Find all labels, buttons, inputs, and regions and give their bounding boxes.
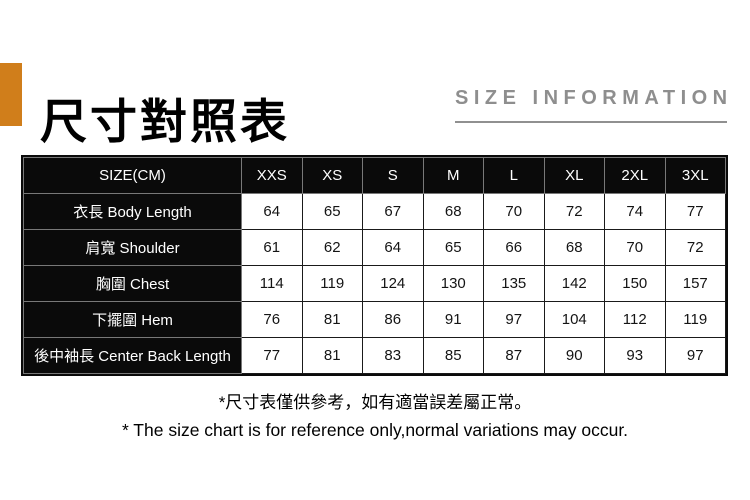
reference-note-zh: *尺寸表僅供參考，如有適當誤差屬正常。 (218, 393, 532, 412)
measurement-value-cell: 97 (664, 337, 726, 374)
page-subtitle: SIZE INFORMATION (455, 87, 733, 109)
size-table: SIZE(CM) XXS XS S M L XL 2XL 3XL 衣長 Body… (23, 157, 726, 374)
measurement-value-cell: 65 (301, 193, 363, 230)
size-column-header: S (362, 157, 424, 194)
measurement-value-cell: 61 (241, 229, 303, 266)
measurement-value-cell: 119 (664, 301, 726, 338)
measurement-value-cell: 77 (664, 193, 726, 230)
measurement-value-cell: 66 (483, 229, 545, 266)
measurement-value-cell: 130 (422, 265, 484, 302)
measurement-value-cell: 85 (422, 337, 484, 374)
measurement-value-cell: 135 (483, 265, 545, 302)
measurement-row-label: 衣長 Body Length (23, 193, 242, 230)
table-header-row: SIZE(CM) XXS XS S M L XL 2XL 3XL (23, 157, 726, 194)
measurement-value-cell: 124 (362, 265, 424, 302)
measurement-value-cell: 142 (543, 265, 605, 302)
table-row: 衣長 Body Length 64 65 67 68 70 72 74 77 (23, 193, 726, 230)
measurement-value-cell: 83 (362, 337, 424, 374)
table-corner-unit-label: SIZE(CM) (23, 157, 242, 194)
size-column-header: 3XL (664, 157, 726, 194)
measurement-value-cell: 93 (604, 337, 666, 374)
measurement-value-cell: 86 (362, 301, 424, 338)
measurement-row-label: 後中袖長 Center Back Length (23, 337, 242, 374)
measurement-value-cell: 70 (604, 229, 666, 266)
measurement-value-cell: 74 (604, 193, 666, 230)
measurement-value-cell: 67 (362, 193, 424, 230)
measurement-value-cell: 64 (362, 229, 424, 266)
measurement-value-cell: 76 (241, 301, 303, 338)
size-column-header: 2XL (604, 157, 666, 194)
measurement-value-cell: 112 (604, 301, 666, 338)
measurement-value-cell: 68 (543, 229, 605, 266)
measurement-value-cell: 81 (301, 337, 363, 374)
table-row: 胸圍 Chest 114 119 124 130 135 142 150 157 (23, 265, 726, 302)
measurement-value-cell: 72 (543, 193, 605, 230)
measurement-value-cell: 62 (301, 229, 363, 266)
measurement-value-cell: 104 (543, 301, 605, 338)
size-column-header: L (483, 157, 545, 194)
measurement-value-cell: 81 (301, 301, 363, 338)
measurement-row-label: 下擺圍 Hem (23, 301, 242, 338)
size-column-header: XS (301, 157, 363, 194)
orange-accent-bar (0, 63, 22, 126)
reference-note-en: * The size chart is for reference only,n… (121, 420, 629, 440)
measurement-value-cell: 77 (241, 337, 303, 374)
measurement-value-cell: 91 (422, 301, 484, 338)
measurement-value-cell: 119 (301, 265, 363, 302)
measurement-value-cell: 150 (604, 265, 666, 302)
subtitle-underline: SIZE INFORMATION (455, 87, 727, 123)
measurement-value-cell: 68 (422, 193, 484, 230)
measurement-value-cell: 70 (483, 193, 545, 230)
table-row: 後中袖長 Center Back Length 77 81 83 85 87 9… (23, 337, 726, 374)
table-row: 下擺圍 Hem 76 81 86 91 97 104 112 119 (23, 301, 726, 338)
size-column-header: XXS (241, 157, 303, 194)
measurement-value-cell: 64 (241, 193, 303, 230)
size-table-container: SIZE(CM) XXS XS S M L XL 2XL 3XL 衣長 Body… (21, 155, 728, 376)
table-row: 肩寬 Shoulder 61 62 64 65 66 68 70 72 (23, 229, 726, 266)
size-column-header: M (422, 157, 484, 194)
measurement-row-label: 肩寬 Shoulder (23, 229, 242, 266)
measurement-value-cell: 65 (422, 229, 484, 266)
footer-notes: *尺寸表僅供參考，如有適當誤差屬正常。 * The size chart is … (0, 392, 750, 441)
measurement-value-cell: 90 (543, 337, 605, 374)
measurement-value-cell: 97 (483, 301, 545, 338)
page-title: 尺寸對照表 (40, 95, 290, 149)
measurement-value-cell: 114 (241, 265, 303, 302)
measurement-value-cell: 72 (664, 229, 726, 266)
measurement-value-cell: 87 (483, 337, 545, 374)
measurement-row-label: 胸圍 Chest (23, 265, 242, 302)
measurement-value-cell: 157 (664, 265, 726, 302)
size-column-header: XL (543, 157, 605, 194)
